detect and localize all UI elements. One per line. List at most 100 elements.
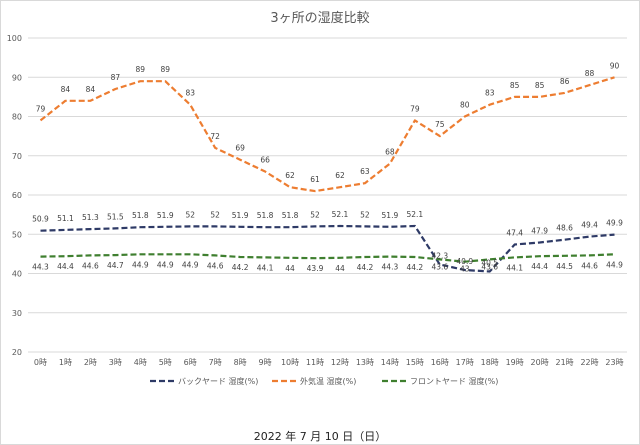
legend-label: フロントヤード 湿度(%) [410,376,498,386]
data-label: 79 [410,104,420,113]
data-label: 44.6 [581,261,598,270]
data-label: 44.4 [57,262,74,271]
x-tick-label: 3時 [109,358,122,367]
data-label: 51.9 [382,211,399,220]
data-label: 44.6 [82,261,99,270]
y-tick-label: 50 [12,230,22,239]
data-label: 44.7 [107,261,124,270]
data-label: 85 [535,81,545,90]
x-tick-label: 7時 [209,358,222,367]
data-label: 50.9 [32,215,49,224]
data-label: 42.3 [431,251,448,260]
data-label: 44.3 [32,263,49,272]
data-label: 51.8 [257,211,274,220]
data-label: 44.9 [606,260,623,269]
x-tick-label: 14時 [381,358,399,367]
humidity-line-chart: 3ヶ所の湿度比較 20 30 40 50 60 70 80 90 100 0時 1時 2時 3時 4時 5時… [7,10,627,386]
x-tick-label: 17時 [456,358,474,367]
legend-label: バックヤード 湿度(%) [178,376,258,386]
data-label: 86 [560,77,570,86]
data-label: 44 [285,264,295,273]
data-label: 47.9 [531,226,548,235]
y-tick-label: 70 [12,152,22,161]
data-label: 47.4 [506,228,523,237]
x-tick-label: 20時 [531,358,549,367]
data-label: 44.2 [232,263,249,272]
data-label: 51.9 [157,211,174,220]
data-label: 49.4 [581,221,598,230]
data-label: 75 [435,120,445,129]
data-label: 52.1 [407,210,424,219]
y-tick-label: 60 [12,191,22,200]
data-label: 49.9 [606,219,623,228]
data-label: 44.6 [207,261,224,270]
x-tick-label: 13時 [356,358,374,367]
x-tick-label: 2時 [84,358,97,367]
data-label: 87 [111,73,121,82]
y-tick-label: 80 [12,113,22,122]
data-label: 51.8 [282,211,299,220]
data-label: 84 [61,85,71,94]
data-label: 51.3 [82,213,99,222]
series-line [40,224,615,273]
data-label: 40.9 [456,257,473,266]
data-label: 48.6 [556,224,573,233]
x-tick-label: 18時 [481,358,499,367]
x-tick-label: 4時 [134,358,147,367]
data-label: 43.6 [481,262,498,271]
data-label: 62 [335,171,345,180]
x-tick-label: 8時 [234,358,247,367]
data-label: 84 [86,85,96,94]
series-line [39,76,615,193]
data-label: 52 [210,210,220,219]
y-tick-label: 30 [12,309,22,318]
data-label: 40.5 [481,259,498,268]
x-tick-label: 15時 [406,358,424,367]
data-label: 44 [335,264,345,273]
data-label: 51.9 [232,211,249,220]
data-label: 44.1 [506,263,523,272]
x-tick-label: 10時 [281,358,299,367]
x-tick-label: 9時 [259,358,272,367]
x-tick-label: 6時 [184,358,197,367]
x-tick-label: 21時 [556,358,574,367]
data-label: 61 [310,175,320,184]
data-label: 43.9 [307,264,324,273]
data-label: 83 [185,89,195,98]
data-label: 83 [485,89,495,98]
x-tick-label: 23時 [605,358,623,367]
data-label: 52 [310,210,320,219]
data-label: 88 [585,69,595,78]
data-label: 63 [360,167,370,176]
data-label: 68 [385,148,395,157]
data-label: 72 [210,132,220,141]
data-label: 69 [235,144,245,153]
x-tick-label: 19時 [506,358,524,367]
y-tick-label: 90 [12,73,22,82]
data-label: 89 [160,65,170,74]
data-label: 85 [510,81,520,90]
x-tick-label: 0時 [34,358,47,367]
data-label: 51.1 [57,214,74,223]
y-tick-label: 40 [12,270,22,279]
data-label: 44.2 [357,263,374,272]
data-label: 51.5 [107,212,124,221]
data-label: 43.6 [431,262,448,271]
x-tick-label: 11時 [306,358,324,367]
x-tick-label: 22時 [580,358,598,367]
data-label: 44.9 [132,260,149,269]
data-label: 90 [610,61,620,70]
x-tick-label: 12時 [331,358,349,367]
data-label: 62 [285,171,295,180]
data-label: 79 [36,104,46,113]
data-label: 43 [460,265,470,274]
series-line [40,253,615,263]
data-label: 66 [260,155,270,164]
x-tick-label: 1時 [59,358,72,367]
data-label: 52 [360,210,370,219]
data-label: 80 [460,101,470,110]
data-label: 51.8 [132,211,149,220]
data-label: 44.9 [182,260,199,269]
data-label: 44.1 [257,263,274,272]
data-label: 52.1 [332,210,349,219]
